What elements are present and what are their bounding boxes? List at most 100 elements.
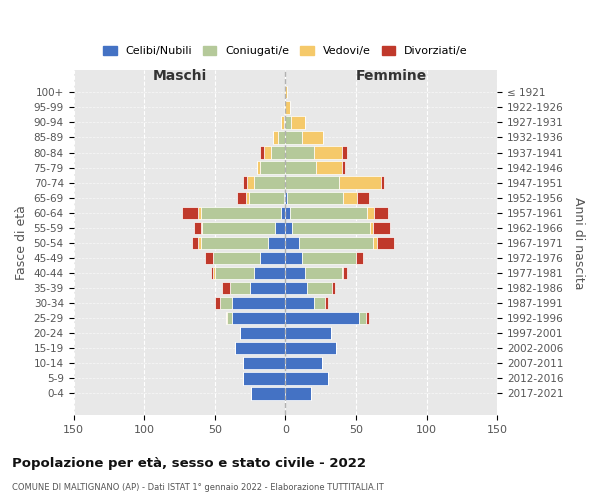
Bar	[220, 297, 232, 310]
Bar	[286, 252, 302, 264]
Bar	[286, 357, 322, 370]
Bar	[286, 342, 336, 354]
Bar	[281, 206, 286, 219]
Bar	[243, 372, 286, 384]
Bar	[339, 176, 382, 189]
Bar	[343, 192, 358, 204]
Bar	[302, 132, 323, 143]
Bar	[342, 146, 347, 158]
Bar	[247, 176, 254, 189]
Bar	[286, 132, 302, 143]
Y-axis label: Fasce di età: Fasce di età	[15, 206, 28, 281]
Bar	[254, 176, 286, 189]
Bar	[343, 267, 347, 279]
Bar	[314, 146, 342, 158]
Bar	[250, 282, 286, 294]
Bar	[260, 162, 286, 173]
Bar	[286, 206, 290, 219]
Bar	[284, 116, 286, 128]
Text: COMUNE DI MALTIGNANO (AP) - Dati ISTAT 1° gennaio 2022 - Elaborazione TUTTITALIA: COMUNE DI MALTIGNANO (AP) - Dati ISTAT 1…	[12, 482, 384, 492]
Bar	[316, 162, 342, 173]
Bar	[260, 146, 264, 158]
Bar	[251, 388, 286, 400]
Bar	[356, 252, 363, 264]
Bar	[290, 206, 367, 219]
Bar	[325, 297, 328, 310]
Bar	[271, 146, 286, 158]
Bar	[214, 267, 215, 279]
Bar	[286, 86, 287, 99]
Bar	[314, 297, 325, 310]
Bar	[342, 162, 344, 173]
Bar	[299, 236, 373, 249]
Bar	[286, 116, 291, 128]
Bar	[281, 116, 284, 128]
Bar	[292, 222, 370, 234]
Bar	[235, 342, 286, 354]
Bar	[286, 297, 314, 310]
Bar	[286, 282, 307, 294]
Bar	[286, 388, 311, 400]
Bar	[284, 192, 286, 204]
Bar	[332, 282, 335, 294]
Bar	[268, 236, 286, 249]
Bar	[358, 192, 368, 204]
Bar	[286, 236, 299, 249]
Bar	[366, 312, 368, 324]
Bar	[286, 162, 316, 173]
Bar	[248, 192, 284, 204]
Y-axis label: Anni di nascita: Anni di nascita	[572, 196, 585, 289]
Bar	[286, 267, 305, 279]
Legend: Celibi/Nubili, Coniugati/e, Vedovi/e, Divorziati/e: Celibi/Nubili, Coniugati/e, Vedovi/e, Di…	[99, 42, 472, 61]
Bar	[200, 222, 202, 234]
Bar	[214, 252, 260, 264]
Bar	[200, 206, 281, 219]
Bar	[264, 146, 271, 158]
Bar	[200, 236, 268, 249]
Bar	[192, 236, 198, 249]
Bar	[342, 267, 343, 279]
Bar	[382, 176, 384, 189]
Text: Popolazione per età, sesso e stato civile - 2022: Popolazione per età, sesso e stato civil…	[12, 458, 366, 470]
Bar	[246, 192, 248, 204]
Bar	[374, 206, 388, 219]
Bar	[307, 282, 332, 294]
Bar	[286, 176, 339, 189]
Bar	[272, 132, 278, 143]
Bar	[275, 222, 286, 234]
Bar	[243, 176, 247, 189]
Bar	[211, 267, 214, 279]
Bar	[227, 312, 232, 324]
Bar	[359, 312, 366, 324]
Bar	[291, 116, 305, 128]
Bar	[202, 222, 275, 234]
Bar	[286, 146, 314, 158]
Bar	[215, 267, 254, 279]
Bar	[287, 192, 343, 204]
Bar	[222, 282, 230, 294]
Bar	[182, 206, 198, 219]
Bar	[286, 101, 290, 114]
Bar	[286, 372, 328, 384]
Bar	[370, 222, 373, 234]
Bar	[226, 312, 227, 324]
Bar	[240, 327, 286, 340]
Bar	[367, 206, 374, 219]
Bar	[286, 327, 331, 340]
Bar	[286, 312, 359, 324]
Bar	[254, 267, 286, 279]
Bar	[286, 192, 287, 204]
Bar	[260, 252, 286, 264]
Bar	[230, 282, 250, 294]
Bar	[243, 357, 286, 370]
Bar	[232, 297, 286, 310]
Bar	[278, 132, 286, 143]
Bar	[373, 236, 377, 249]
Text: Maschi: Maschi	[152, 68, 206, 82]
Bar	[377, 236, 394, 249]
Bar	[305, 267, 342, 279]
Bar	[238, 192, 246, 204]
Bar	[215, 297, 220, 310]
Bar	[286, 222, 292, 234]
Bar	[302, 252, 356, 264]
